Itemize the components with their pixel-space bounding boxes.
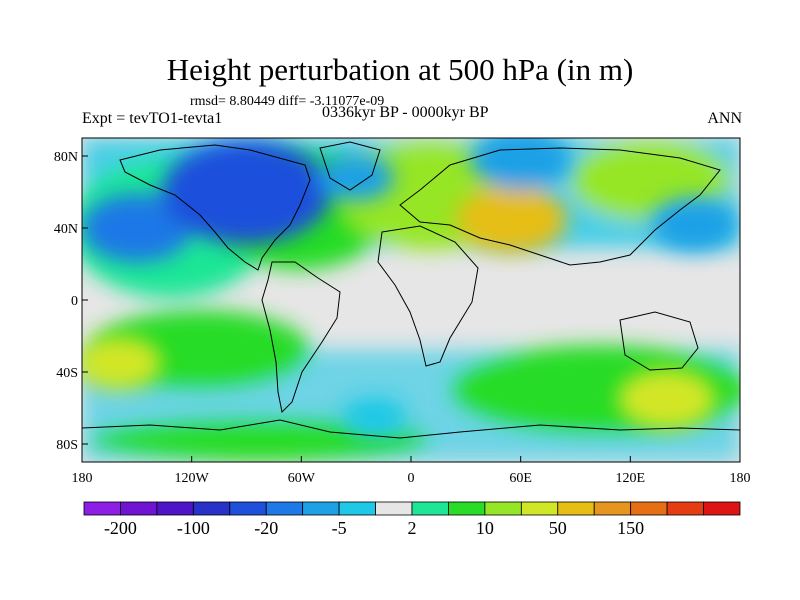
field-south-pacific-high xyxy=(82,336,163,390)
season-label: ANN xyxy=(707,110,742,127)
colorbar-label: -200 xyxy=(103,518,137,538)
colorbar-swatch xyxy=(229,501,267,516)
field-southern-ocean-high xyxy=(617,368,717,430)
colorbar-swatch xyxy=(520,501,559,516)
period-label: 0336kyr BP - 0000kyr BP xyxy=(322,104,489,121)
colorbar-swatch xyxy=(557,501,595,516)
colorbar-swatch xyxy=(120,501,158,516)
colorbar-label: -100 xyxy=(176,518,210,538)
africa-coast xyxy=(377,225,479,367)
colorbar-swatch xyxy=(666,501,704,516)
lon-tick-label: 180 xyxy=(72,471,93,486)
antarctica-coast xyxy=(82,419,740,439)
greenland-coast xyxy=(319,141,381,191)
south-america-coast xyxy=(261,261,341,414)
colorbar-label: 150 xyxy=(617,518,645,538)
colorbar-label: -5 xyxy=(331,518,347,538)
experiment-label: Expt = tevTO1-tevta1 xyxy=(82,110,223,127)
eurasia-coast xyxy=(399,147,721,266)
field-canada-low xyxy=(162,140,331,244)
north-america-coast xyxy=(119,144,311,271)
colorbar-swatch xyxy=(448,501,486,516)
field-north-pacific-low xyxy=(82,194,193,262)
lon-tick-label: 60E xyxy=(509,471,532,486)
lon-tick-label: 180 xyxy=(730,471,751,486)
colorbar-label: 50 xyxy=(548,518,567,538)
colorbar-swatch xyxy=(411,501,449,516)
field-south-atlantic-low xyxy=(342,397,407,437)
colorbar-swatch xyxy=(83,501,121,516)
lon-tick-label: 60W xyxy=(288,471,316,486)
map-title: Height perturbation at 500 hPa (in m) xyxy=(166,52,634,87)
colorbar-label: -20 xyxy=(254,518,279,538)
colorbar-swatch xyxy=(630,501,668,516)
colorbar-label: 2 xyxy=(407,518,417,538)
lat-tick-label: 80N xyxy=(54,150,78,165)
lon-tick-label: 0 xyxy=(408,471,415,486)
lon-tick-label: 120W xyxy=(175,471,210,486)
colorbar-swatch xyxy=(375,501,413,516)
colorbar-swatch xyxy=(302,501,340,516)
colorbar-swatch xyxy=(703,501,741,516)
field-west-pacific-low xyxy=(650,197,738,252)
lat-tick-label: 80S xyxy=(56,438,78,453)
lon-tick-label: 120E xyxy=(616,471,646,486)
field-eurasia-high xyxy=(456,185,567,253)
colorbar-swatch xyxy=(338,501,376,516)
colorbar-swatch xyxy=(192,501,231,516)
rmsd-label: rmsd= 8.80449 diff= -3.11077e-09 xyxy=(190,94,385,109)
lat-tick-label: 0 xyxy=(71,294,78,309)
colorbar-swatch xyxy=(484,501,522,516)
colorbar-swatch xyxy=(156,501,194,516)
colorbar-label: 10 xyxy=(475,518,494,538)
lat-tick-label: 40S xyxy=(56,366,78,381)
australia-coast xyxy=(619,311,699,371)
colorbar-swatch xyxy=(265,501,304,516)
lat-tick-label: 40N xyxy=(54,222,78,237)
colorbar-swatch xyxy=(593,501,632,516)
